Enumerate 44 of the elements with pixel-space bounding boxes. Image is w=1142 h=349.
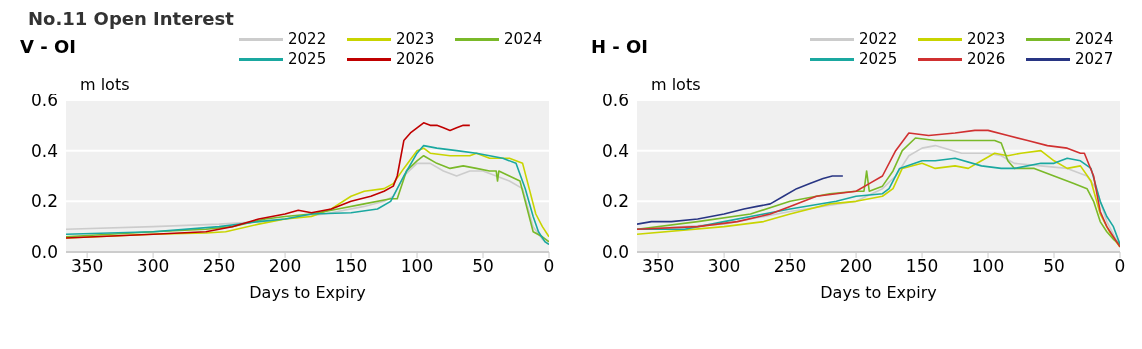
y-tick-label: 0.4	[601, 140, 629, 161]
y-axis-title: m lots	[651, 75, 701, 94]
x-tick-label: 250	[773, 256, 807, 277]
legend-label: 2024	[1075, 30, 1114, 48]
y-axis-title: m lots	[80, 75, 130, 94]
y-tick-label: 0.2	[601, 191, 629, 212]
x-tick-label: 150	[905, 256, 939, 277]
legend-label: 2025	[859, 50, 898, 68]
legend-label: 2026	[396, 50, 435, 68]
line-series	[637, 175, 844, 225]
legend-label: 2023	[396, 30, 435, 48]
legend-label: 2022	[288, 30, 327, 48]
y-tick-label: 0.0	[601, 242, 629, 263]
x-tick-label: 200	[839, 256, 873, 277]
legend-label: 2024	[504, 30, 543, 48]
x-axis-title: Days to Expiry	[249, 283, 366, 302]
y-tick-label: 0.2	[30, 191, 58, 212]
x-tick-label: 0	[1114, 256, 1126, 277]
chart-title: H - OI	[590, 35, 649, 57]
x-tick-label: 350	[641, 256, 675, 277]
y-tick-label: 0.6	[601, 90, 629, 111]
legend-label: 2022	[859, 30, 898, 48]
x-tick-label: 300	[707, 256, 741, 277]
x-axis-title: Days to Expiry	[820, 283, 937, 302]
legend-label: 2023	[967, 30, 1006, 48]
x-tick-label: 150	[334, 256, 368, 277]
x-tick-label: 50	[1043, 256, 1065, 277]
x-tick-label: 300	[136, 256, 170, 277]
line-series	[66, 122, 471, 239]
chart-title: No.11 Open Interest	[27, 8, 235, 30]
x-tick-label: 200	[268, 256, 302, 277]
chart-subtitle: V - OI	[19, 35, 76, 57]
y-tick-label: 0.4	[30, 140, 58, 161]
legend-label: 2026	[967, 50, 1006, 68]
legend-label: 2027	[1075, 50, 1114, 68]
x-tick-label: 100	[971, 256, 1005, 277]
legend-label: 2025	[288, 50, 327, 68]
y-tick-label: 0.6	[30, 90, 58, 111]
x-tick-label: 250	[202, 256, 236, 277]
x-tick-label: 350	[70, 256, 104, 277]
x-tick-label: 0	[543, 256, 555, 277]
y-tick-label: 0.0	[30, 242, 58, 263]
x-tick-label: 50	[472, 256, 494, 277]
x-tick-label: 100	[400, 256, 434, 277]
